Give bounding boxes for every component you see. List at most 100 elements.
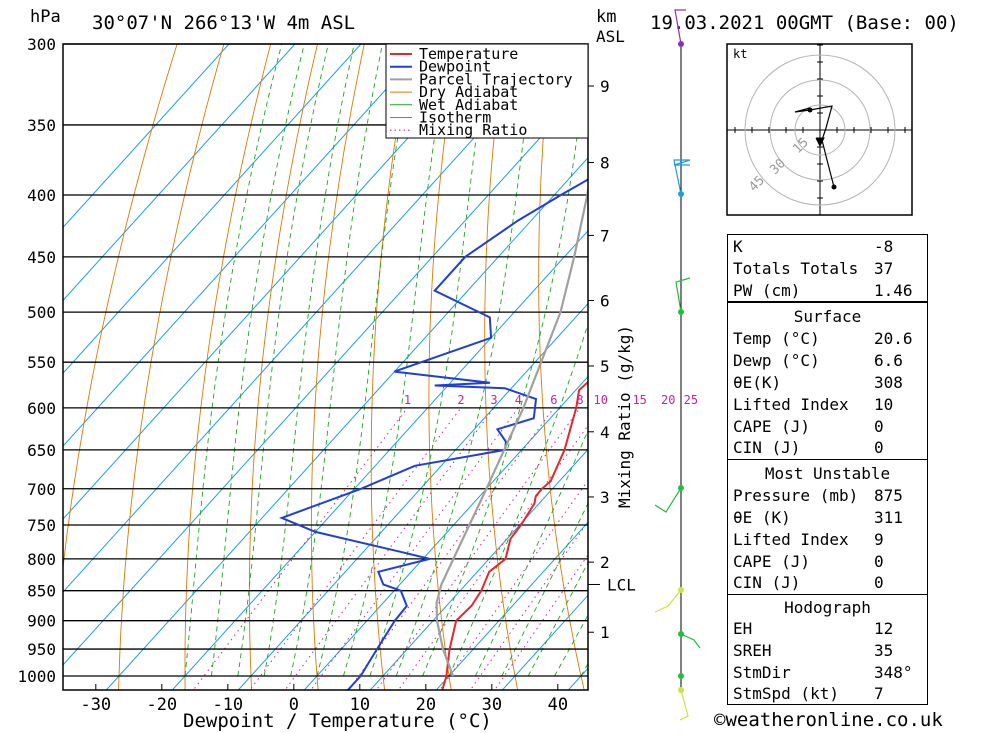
x-axis-label: Dewpoint / Temperature (°C) <box>183 710 492 732</box>
dry-adiabat-line <box>184 44 272 690</box>
stat-label: θE (K) <box>733 508 791 527</box>
isotherm-line <box>63 44 494 520</box>
stat-value: 7 <box>874 684 884 703</box>
pressure-unit-label: hPa <box>30 7 61 27</box>
wet-adiabat-line <box>501 502 588 677</box>
stat-row: StmSpd (kt) 7 <box>728 683 927 704</box>
isotherm-line <box>63 44 560 593</box>
panel-title: Surface <box>793 307 862 326</box>
pressure-tick-label: 750 <box>27 516 56 535</box>
stat-value: 20.6 <box>874 329 913 348</box>
isotherm-line <box>63 44 230 229</box>
isotherm-line <box>435 521 588 690</box>
stat-label: Pressure (mb) <box>733 486 859 505</box>
pressure-tick-label: 550 <box>27 353 56 372</box>
stat-value: 6.6 <box>874 351 903 370</box>
stat-value: 0 <box>874 552 884 571</box>
dry-adiabat-line <box>118 44 225 690</box>
wind-barb <box>654 487 682 513</box>
wind-barb <box>680 633 701 649</box>
stat-value: 9 <box>874 530 884 549</box>
wind-level-dot <box>678 673 684 679</box>
mixing-ratio-line <box>347 407 555 690</box>
isotherm-line <box>369 448 588 690</box>
stat-row: EH 12 <box>728 618 927 639</box>
pressure-tick-label: 350 <box>27 116 56 135</box>
stat-label: PW (cm) <box>733 281 801 300</box>
stat-label: CIN (J) <box>733 573 801 592</box>
hodograph-trace <box>794 105 835 188</box>
stat-label: CAPE (J) <box>733 552 811 571</box>
isotherm-line <box>105 157 588 690</box>
stat-value: 12 <box>874 619 894 638</box>
lcl-label: LCL <box>607 575 636 594</box>
wet-adiabat-line <box>184 44 283 677</box>
stat-label: EH <box>733 619 753 638</box>
temperature-tick-label: 20 <box>416 695 436 715</box>
temperature-tick-label: -10 <box>212 695 243 715</box>
stat-row: CIN (J) 0 <box>728 437 927 458</box>
stat-label: Temp (°C) <box>733 329 820 348</box>
height-tick-label: 1 <box>600 623 610 642</box>
temperature-tick-label: 0 <box>289 695 299 715</box>
mixing-ratio-label: 1 <box>404 393 411 407</box>
legend-label: Dewpoint <box>419 58 491 76</box>
pressure-gridlines <box>63 43 588 677</box>
pressure-tick-label: 1000 <box>17 667 56 686</box>
isotherm-line <box>171 229 588 690</box>
stat-label: Dewp (°C) <box>733 351 820 370</box>
pressure-tick-label: 900 <box>27 612 56 631</box>
isotherm-line <box>237 302 588 690</box>
dry-adiabat-line <box>973 44 1000 702</box>
wet-adiabat-line <box>316 44 415 677</box>
stat-label: CIN (J) <box>733 438 801 457</box>
stat-value: 875 <box>874 486 903 505</box>
pressure-tick-label: 650 <box>27 441 56 460</box>
legend-label: Dry Adiabat <box>419 83 518 101</box>
temperature-tick-label: 10 <box>350 695 370 715</box>
height-tick-label: 8 <box>600 154 610 173</box>
height-tick-label: 3 <box>600 488 610 507</box>
pressure-tick-label: 400 <box>27 186 56 205</box>
dry-adiabat-line <box>63 44 178 572</box>
stat-value: 10 <box>874 395 894 414</box>
height-tick-label: 6 <box>600 291 610 310</box>
stat-row: Pressure (mb) 875 <box>728 485 927 506</box>
mixing-ratio-label: 10 <box>594 393 608 407</box>
pressure-tick-label: 950 <box>27 640 56 659</box>
wind-barb <box>679 689 689 721</box>
height-tick-label: 9 <box>600 77 610 96</box>
temperature-tick-label: -30 <box>80 695 111 715</box>
pressure-tick-label: 700 <box>27 480 56 499</box>
pressure-tick-label: 450 <box>27 248 56 267</box>
temperature-line <box>441 380 588 690</box>
hodograph-point <box>831 184 837 190</box>
isotherm-line <box>303 375 588 690</box>
height-axis: 1 2 3 4 5 6 7 8 9 LCL <box>588 77 636 642</box>
mixing-ratio-label: 15 <box>632 393 646 407</box>
height-unit-sub: ASL <box>596 27 625 46</box>
dry-adiabat-line <box>538 44 585 690</box>
stat-label: Totals Totals <box>733 259 859 278</box>
stat-row: Dewp (°C) 6.6 <box>728 350 927 371</box>
mixing-ratio-line <box>469 520 588 690</box>
mixing-ratio-axis-label: Mixing Ratio (g/kg) <box>615 325 634 508</box>
mixing-ratio-label: 3 <box>490 393 497 407</box>
legend-label: Wet Adiabat <box>419 96 518 114</box>
stat-row: θE (K) 311 <box>728 507 927 528</box>
storm-motion-marker <box>815 137 825 148</box>
isotherm-line <box>63 44 428 447</box>
pressure-tick-label: 500 <box>27 303 56 322</box>
stat-label: Lifted Index <box>733 395 849 414</box>
stat-label: SREH <box>733 641 772 660</box>
credit-text: ©weatheronline.co.uk <box>714 709 943 731</box>
stat-row: StmDir 348° <box>728 662 927 683</box>
stat-row: Temp (°C) 20.6 <box>728 328 927 349</box>
hodograph-ring <box>769 79 871 181</box>
dry-adiabat-line <box>248 44 318 690</box>
mixing-ratio-line <box>439 479 588 690</box>
temperature-tick-label: 30 <box>482 695 502 715</box>
